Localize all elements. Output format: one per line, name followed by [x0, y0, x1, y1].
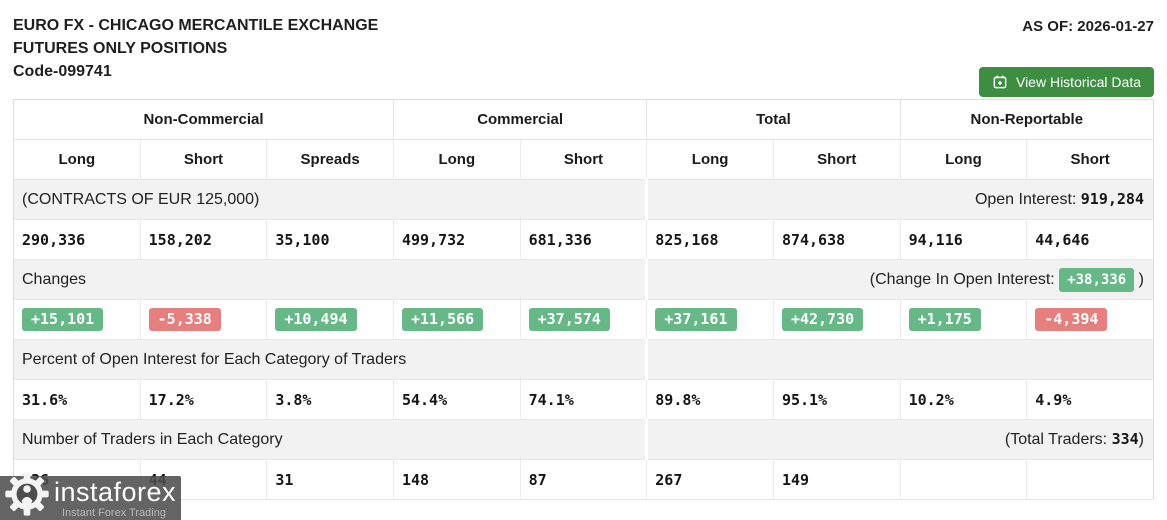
changes-label: Changes [13, 259, 647, 300]
as-of-date: AS OF: 2026-01-27 [1022, 18, 1154, 35]
change-oi-suffix: ) [1138, 270, 1144, 288]
change-badge: -4,394 [1035, 308, 1108, 331]
change-oi-badge: +38,336 [1059, 267, 1135, 292]
change-badge: +37,574 [528, 308, 610, 331]
instaforex-watermark: instaforex Instant Forex Trading [0, 472, 181, 520]
percents-row: 31.6% 17.2% 3.8% 54.4% 74.1% 89.8% 95.1%… [13, 379, 1154, 420]
percent-band-row: Percent of Open Interest for Each Catego… [13, 339, 1154, 380]
trader-count-cell: 267 [646, 459, 774, 500]
trader-count-cell [899, 459, 1027, 500]
percent-cell: 3.8% [266, 379, 394, 420]
group-header-total: Total [646, 99, 901, 140]
traders-label: Number of Traders in Each Category [13, 419, 647, 460]
total-traders-suffix: ) [1138, 431, 1144, 448]
percent-cell: 4.9% [1026, 379, 1154, 420]
change-cell: +37,574 [519, 299, 647, 340]
percent-band-spacer [645, 339, 1154, 380]
change-cell: +42,730 [772, 299, 901, 340]
view-historical-data-button[interactable]: View Historical Data [978, 67, 1154, 97]
position-cell: 158,202 [139, 219, 267, 260]
column-header-row: Long Short Spreads Long Short Long Short… [13, 139, 1154, 180]
view-historical-data-label: View Historical Data [1015, 74, 1141, 90]
trader-count-cell: 149 [772, 459, 901, 500]
traders-row: 136 44 31 148 87 267 149 [13, 459, 1154, 500]
report-subtitle: FUTURES ONLY POSITIONS [13, 40, 228, 57]
change-badge: +37,161 [655, 308, 737, 331]
change-cell: +37,161 [646, 299, 774, 340]
column-header-t-short: Short [772, 139, 901, 180]
watermark-text: instaforex Instant Forex Trading [54, 479, 176, 519]
change-cell: -4,394 [1026, 299, 1154, 340]
position-cell: 681,336 [519, 219, 647, 260]
group-header-row: Non-Commercial Commercial Total Non-Repo… [13, 99, 1154, 140]
position-cell: 825,168 [646, 219, 774, 260]
position-cell: 94,116 [899, 219, 1027, 260]
column-header-c-long: Long [392, 139, 521, 180]
total-traders-prefix: (Total Traders: [1004, 431, 1108, 448]
position-cell: 44,646 [1026, 219, 1154, 260]
cot-table: Non-Commercial Commercial Total Non-Repo… [13, 99, 1154, 500]
watermark-tagline: Instant Forex Trading [62, 507, 166, 519]
percent-cell: 10.2% [899, 379, 1027, 420]
total-traders-cell: (Total Traders: 334) [645, 419, 1154, 460]
report-header: EURO FX - CHICAGO MERCANTILE EXCHANGE FU… [13, 14, 1154, 97]
percent-cell: 74.1% [519, 379, 647, 420]
percent-cell: 95.1% [772, 379, 901, 420]
change-badge: +42,730 [781, 308, 864, 331]
column-header-c-short: Short [519, 139, 647, 180]
position-cell: 35,100 [266, 219, 394, 260]
change-cell: +1,175 [899, 299, 1027, 340]
open-interest-cell: Open Interest: 919,284 [645, 179, 1154, 220]
report-title: EURO FX - CHICAGO MERCANTILE EXCHANGE [13, 17, 379, 34]
change-badge: -5,338 [148, 308, 221, 331]
changes-row: +15,101 -5,338 +10,494 +11,566 +37,574 +… [13, 299, 1154, 340]
calendar-plus-icon [993, 75, 1007, 89]
trader-count-cell: 87 [519, 459, 647, 500]
percent-cell: 54.4% [392, 379, 521, 420]
position-cell: 874,638 [772, 219, 901, 260]
column-header-nc-long: Long [13, 139, 141, 180]
open-interest-label: Open Interest: [974, 191, 1077, 208]
percent-cell: 89.8% [646, 379, 774, 420]
column-header-nr-long: Long [899, 139, 1027, 180]
open-interest-value: 919,284 [1080, 190, 1144, 208]
contracts-label: (CONTRACTS OF EUR 125,000) [13, 179, 647, 220]
report-code: Code-099741 [13, 63, 112, 80]
change-badge: +11,566 [401, 308, 484, 331]
percent-label: Percent of Open Interest for Each Catego… [13, 339, 647, 380]
change-oi-prefix: (Change In Open Interest: [869, 270, 1055, 288]
column-header-t-long: Long [646, 139, 774, 180]
instaforex-gear-icon [5, 472, 49, 516]
change-cell: +11,566 [392, 299, 521, 340]
change-badge: +10,494 [275, 308, 357, 331]
changes-band-row: Changes (Change In Open Interest: +38,33… [13, 259, 1154, 300]
percent-cell: 31.6% [13, 379, 141, 420]
header-right: AS OF: 2026-01-27 View Historical Data [978, 14, 1154, 97]
change-badge: +1,175 [908, 308, 981, 331]
total-traders-value: 334 [1111, 430, 1139, 448]
group-header-commercial: Commercial [392, 99, 647, 140]
group-header-non-reportable: Non-Reportable [899, 99, 1154, 140]
change-in-open-interest-cell: (Change In Open Interest: +38,336 ) [645, 259, 1154, 300]
trader-count-cell [1026, 459, 1154, 500]
positions-row: 290,336 158,202 35,100 499,732 681,336 8… [13, 219, 1154, 260]
change-cell: -5,338 [139, 299, 267, 340]
change-badge: +15,101 [22, 308, 104, 331]
column-header-nc-spreads: Spreads [266, 139, 394, 180]
group-header-non-commercial: Non-Commercial [13, 99, 394, 140]
change-cell: +10,494 [266, 299, 394, 340]
percent-cell: 17.2% [139, 379, 267, 420]
column-header-nc-short: Short [139, 139, 267, 180]
change-cell: +15,101 [13, 299, 141, 340]
traders-band-row: Number of Traders in Each Category (Tota… [13, 419, 1154, 460]
column-header-nr-short: Short [1026, 139, 1154, 180]
watermark-brand: instaforex [54, 477, 177, 507]
report-titles: EURO FX - CHICAGO MERCANTILE EXCHANGE FU… [13, 14, 378, 97]
contracts-band-row: (CONTRACTS OF EUR 125,000) Open Interest… [13, 179, 1154, 220]
position-cell: 290,336 [13, 219, 141, 260]
trader-count-cell: 31 [266, 459, 394, 500]
trader-count-cell: 148 [392, 459, 521, 500]
position-cell: 499,732 [392, 219, 521, 260]
